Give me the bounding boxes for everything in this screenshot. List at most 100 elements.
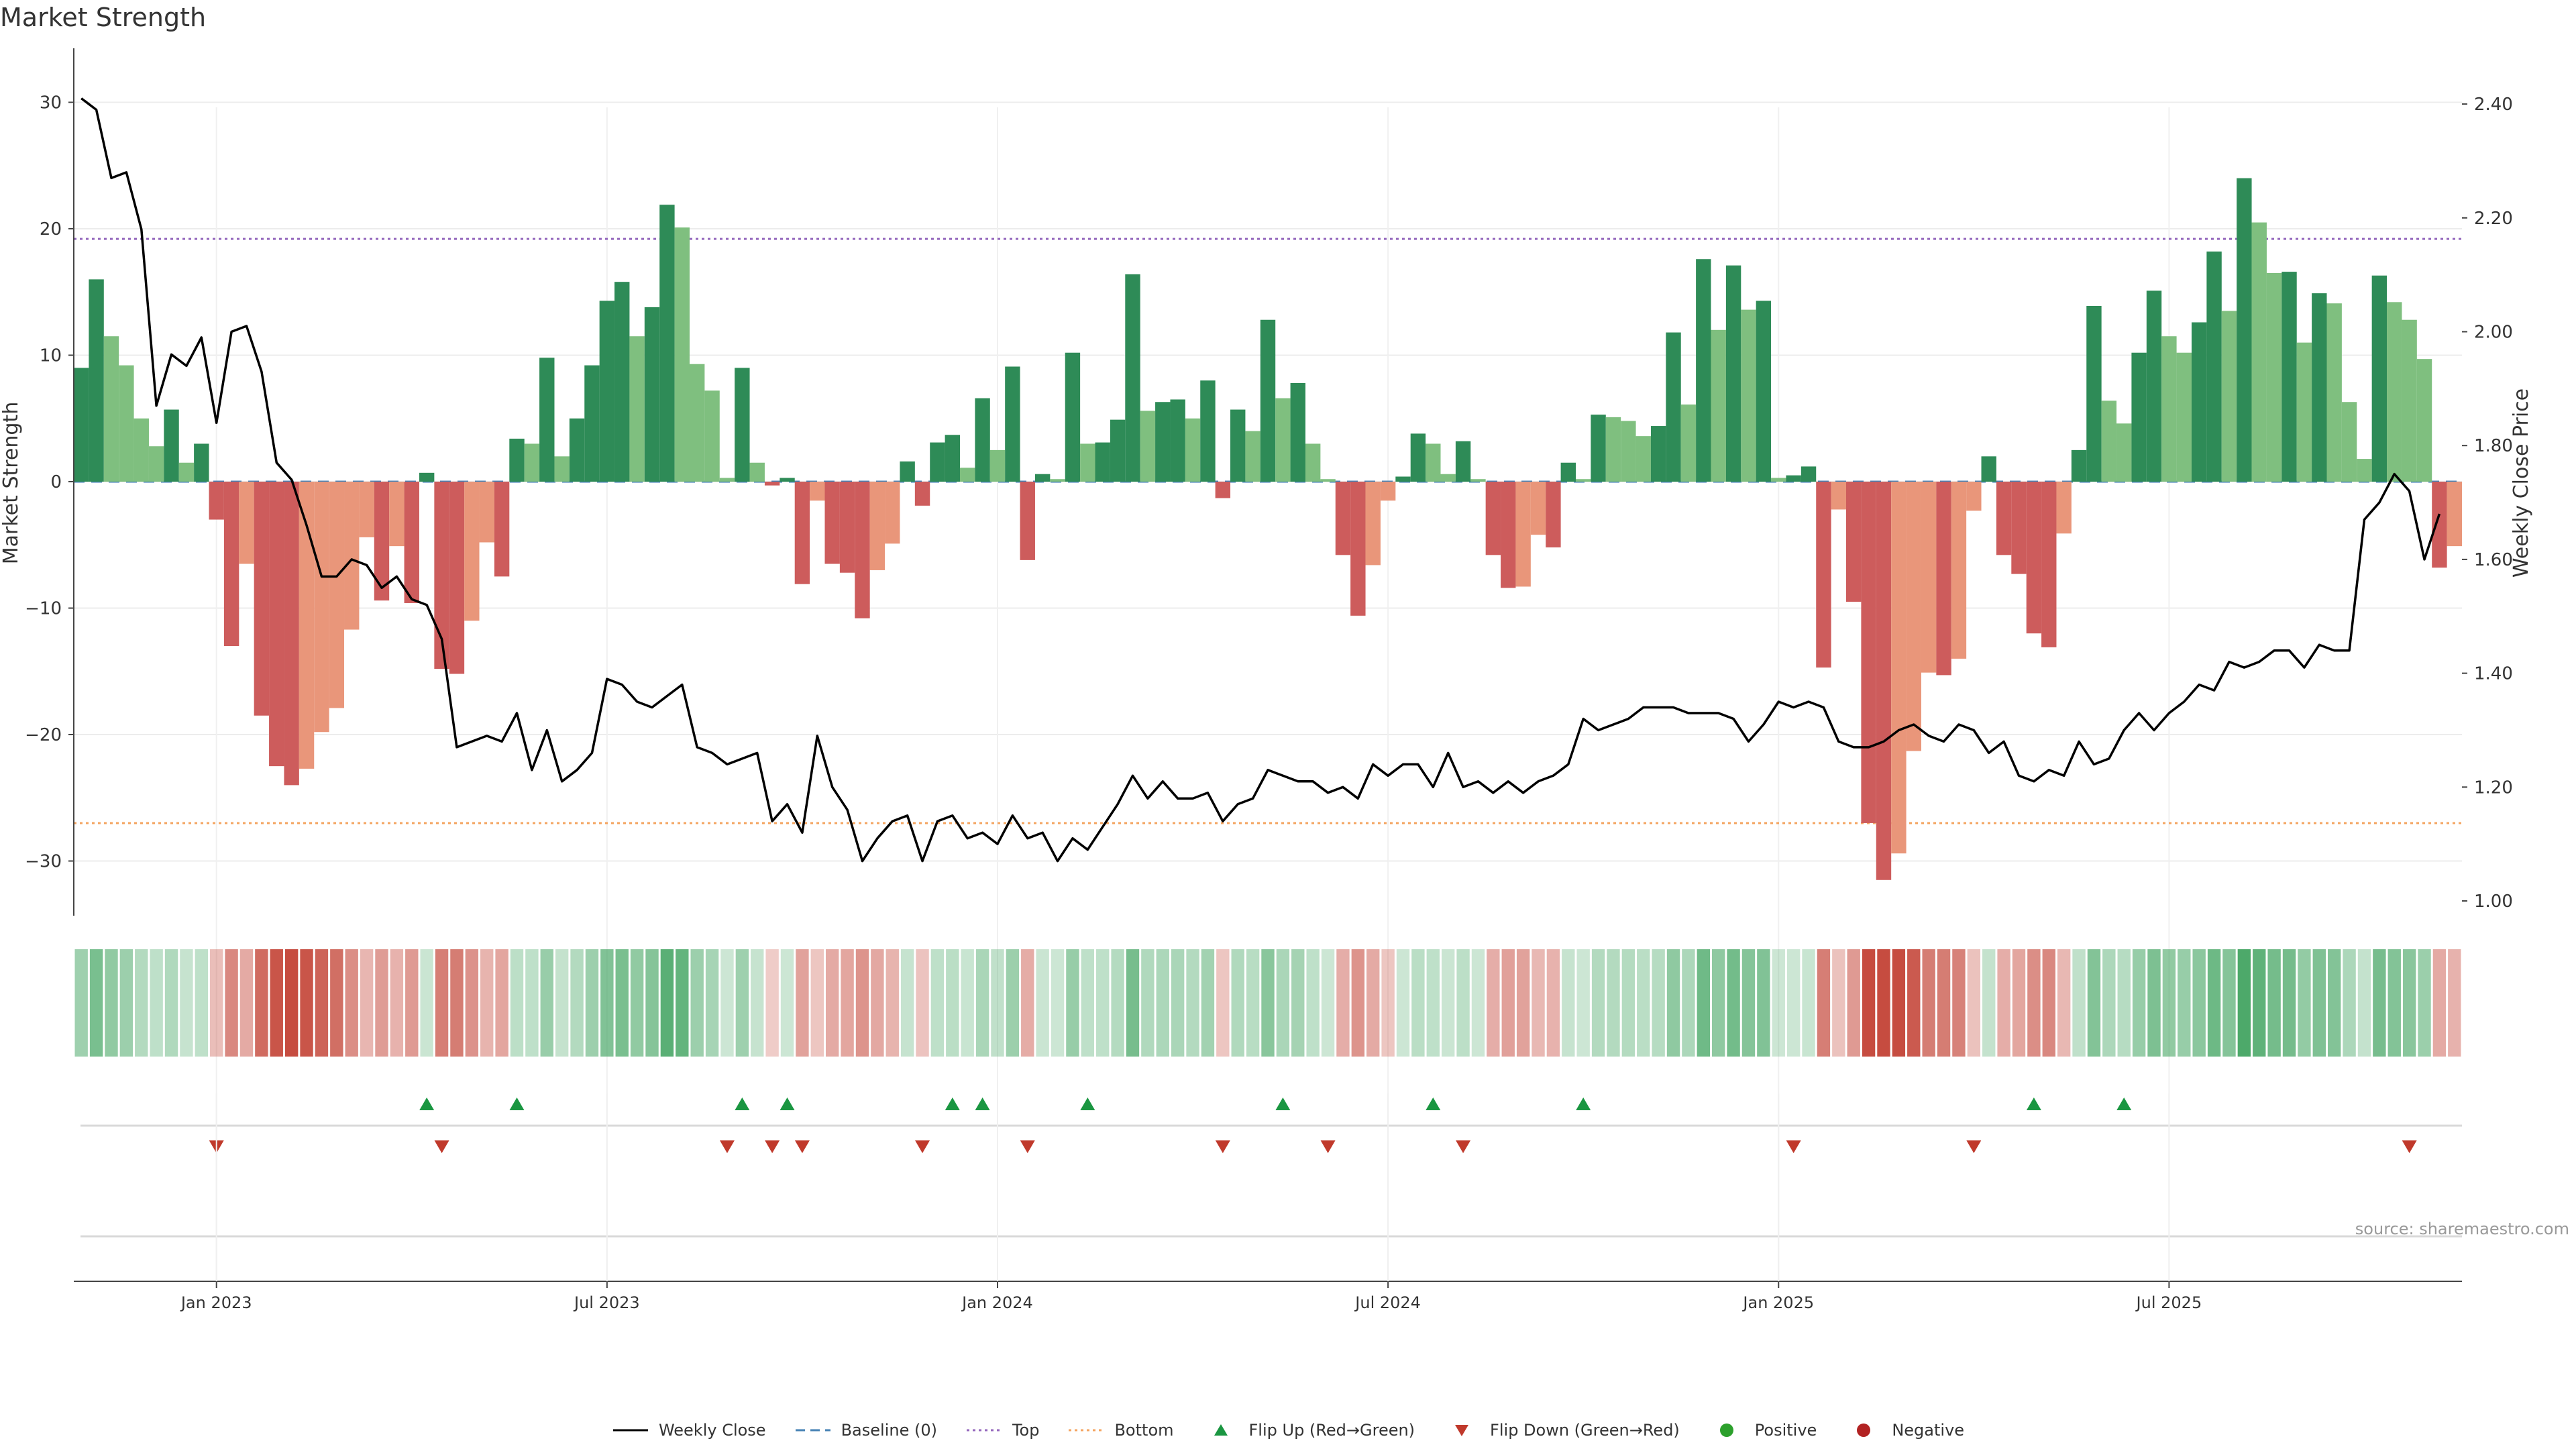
strength-bar bbox=[629, 336, 645, 482]
gridlines bbox=[74, 101, 2462, 1281]
y-tick-label: 10 bbox=[40, 346, 62, 366]
heat-cell bbox=[1276, 949, 1290, 1057]
strength-bar bbox=[1696, 259, 1711, 482]
heat-cell bbox=[855, 949, 869, 1057]
heat-cell bbox=[345, 949, 358, 1057]
legend-item-negative[interactable]: Negative bbox=[1845, 1421, 1964, 1440]
strength-bar bbox=[2357, 459, 2372, 482]
strength-bar bbox=[148, 446, 164, 482]
heat-cell bbox=[1306, 949, 1320, 1057]
strength-bar bbox=[2011, 482, 2027, 574]
strength-bar bbox=[2176, 352, 2192, 482]
strength-bar bbox=[2296, 342, 2312, 482]
heat-cell bbox=[255, 949, 268, 1057]
strength-bar bbox=[1996, 482, 2012, 555]
heat-cell bbox=[796, 949, 809, 1057]
heat-cell bbox=[105, 949, 118, 1057]
legend-item-flip-down[interactable]: Flip Down (Green→Red) bbox=[1443, 1421, 1680, 1440]
strength-bar bbox=[89, 279, 104, 482]
strength-bar bbox=[1861, 482, 1876, 823]
strength-bar bbox=[2026, 482, 2042, 634]
strength-bar bbox=[103, 336, 119, 482]
flip-up-marker bbox=[1576, 1097, 1591, 1110]
strength-bar bbox=[554, 456, 570, 482]
strength-bar bbox=[1320, 479, 1336, 482]
tri-up-icon bbox=[1202, 1421, 1240, 1440]
legend-item-flip-up[interactable]: Flip Up (Red→Green) bbox=[1202, 1421, 1415, 1440]
legend-item-positive[interactable]: Positive bbox=[1708, 1421, 1817, 1440]
strength-bar bbox=[1065, 352, 1081, 482]
strength-bar bbox=[704, 390, 720, 482]
strength-bar bbox=[1680, 405, 1697, 482]
heat-cell bbox=[495, 949, 508, 1057]
chart-title: Market Strength bbox=[0, 3, 207, 32]
strength-bar bbox=[1831, 482, 1847, 510]
legend-label: Top bbox=[1012, 1421, 1040, 1440]
heat-cell bbox=[1066, 949, 1079, 1057]
strength-bar bbox=[1711, 329, 1726, 482]
strength-bar bbox=[419, 472, 435, 482]
x-tick-label: Jan 2023 bbox=[180, 1293, 252, 1312]
strength-bar bbox=[2266, 272, 2282, 482]
strength-bar bbox=[1530, 482, 1546, 535]
heat-cell bbox=[930, 949, 945, 1057]
x-axis: Jan 2023 Jul 2023 Jan 2024 Jul 2024 Jan 2025… bbox=[74, 1093, 2462, 1312]
heat-cell bbox=[435, 949, 449, 1057]
strength-bar bbox=[1350, 482, 1366, 616]
legend-item-top[interactable]: Top bbox=[965, 1421, 1040, 1440]
heat-cell bbox=[1516, 949, 1530, 1057]
strength-bar bbox=[1981, 456, 1996, 482]
heat-cell bbox=[540, 949, 553, 1057]
strength-bar bbox=[1426, 443, 1441, 482]
y-tick-label: 30 bbox=[40, 93, 62, 113]
y2-tick-label: 2.20 bbox=[2474, 209, 2513, 229]
strength-bar bbox=[524, 443, 540, 482]
heat-cell bbox=[1637, 949, 1650, 1057]
heat-cell bbox=[2402, 949, 2416, 1057]
flip-down-marker bbox=[1215, 1140, 1230, 1153]
strength-bar bbox=[1846, 482, 1862, 602]
heat-cell bbox=[1006, 949, 1020, 1057]
heat-cell bbox=[2298, 949, 2311, 1057]
strength-bar bbox=[1140, 411, 1156, 482]
strength-bar bbox=[1470, 479, 1486, 482]
legend-item-bottom[interactable]: Bottom bbox=[1067, 1421, 1174, 1440]
heat-cell bbox=[2267, 949, 2281, 1057]
legend-item-baseline[interactable]: Baseline (0) bbox=[794, 1421, 937, 1440]
strength-bar bbox=[1515, 482, 1531, 587]
y-tick-label: 20 bbox=[40, 219, 62, 239]
strength-bar bbox=[1260, 319, 1276, 482]
heat-cell bbox=[1021, 949, 1034, 1057]
heat-cell bbox=[1817, 949, 1831, 1057]
strength-bar bbox=[599, 301, 615, 482]
strength-bar bbox=[1501, 482, 1516, 588]
heat-cell bbox=[480, 949, 494, 1057]
heat-cell bbox=[2222, 949, 2236, 1057]
strength-bar bbox=[1034, 474, 1051, 482]
strength-bar bbox=[569, 418, 585, 482]
heat-cell bbox=[1847, 949, 1860, 1057]
heat-cell bbox=[420, 949, 433, 1057]
strength-bar bbox=[1125, 274, 1140, 482]
heat-cell bbox=[2282, 949, 2296, 1057]
heat-cell bbox=[2312, 949, 2326, 1057]
strength-bar bbox=[1756, 301, 1772, 482]
heat-cell bbox=[676, 949, 689, 1057]
strength-bar bbox=[389, 482, 405, 547]
strength-bar bbox=[989, 449, 1006, 482]
tri-down-icon bbox=[1443, 1421, 1481, 1440]
heat-cell bbox=[1862, 949, 1876, 1057]
strength-bar bbox=[1906, 482, 1921, 751]
heat-cell bbox=[119, 949, 133, 1057]
strength-bar bbox=[2387, 302, 2402, 482]
strength-bar bbox=[2086, 305, 2102, 482]
strength-bar bbox=[1080, 443, 1095, 482]
strength-bar bbox=[1410, 433, 1426, 482]
strength-bar bbox=[1876, 482, 1892, 880]
strength-bar bbox=[2312, 293, 2327, 482]
strength-bar bbox=[2056, 482, 2072, 534]
heat-cell bbox=[900, 949, 914, 1057]
strength-bar bbox=[1605, 417, 1621, 482]
legend-item-weekly-close[interactable]: Weekly Close bbox=[612, 1421, 766, 1440]
heat-cell bbox=[765, 949, 779, 1057]
